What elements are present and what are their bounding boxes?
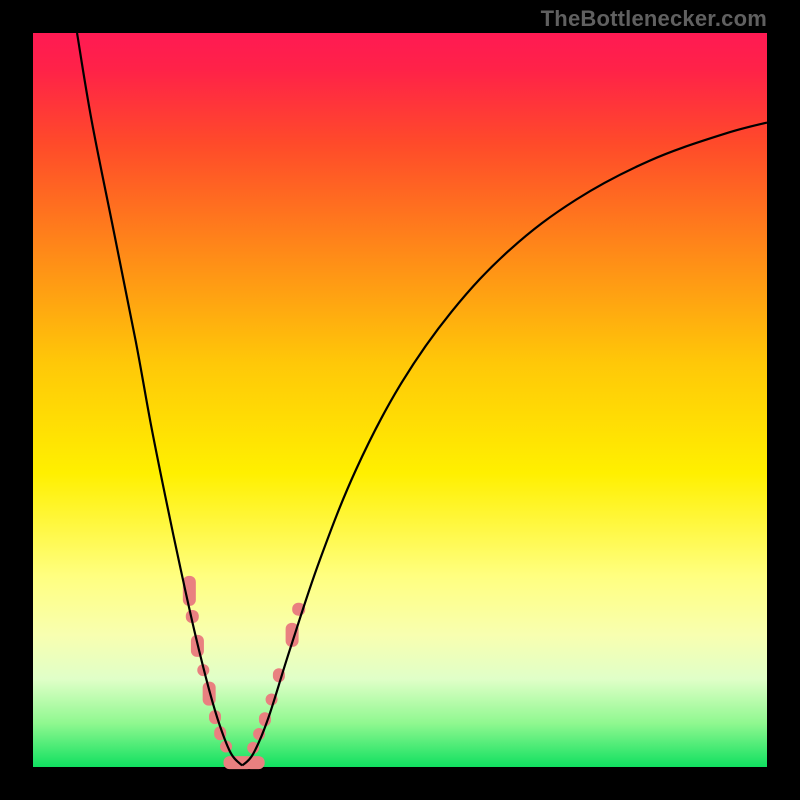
- chart-canvas: TheBottlenecker.com: [0, 0, 800, 800]
- plot-background-gradient: [33, 33, 767, 767]
- watermark-text: TheBottlenecker.com: [541, 6, 767, 32]
